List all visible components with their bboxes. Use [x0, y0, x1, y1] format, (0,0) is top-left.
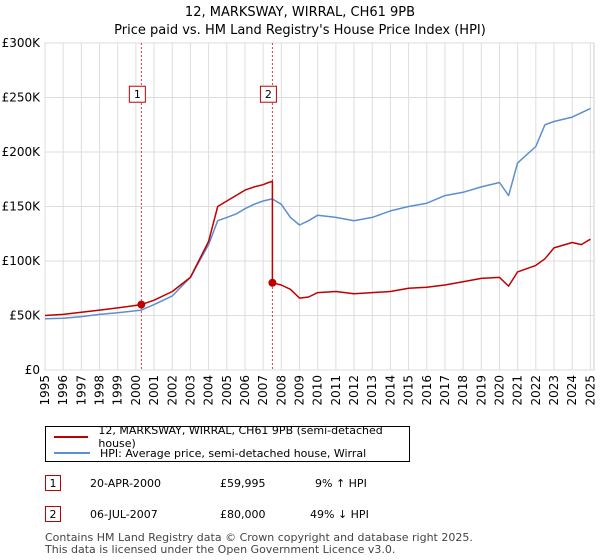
hpi-line	[44, 107, 591, 320]
x-tick-label: 1995	[38, 375, 52, 406]
price-paid-line	[44, 180, 591, 317]
y-tick-label: £100K	[2, 254, 42, 268]
hpi-line-swatch	[54, 452, 90, 454]
sale-badge-box	[259, 85, 277, 103]
x-tick-label: 2025	[583, 375, 597, 406]
y-tick-label: £300K	[2, 36, 42, 50]
footer-licence: This data is licensed under the Open Gov…	[45, 543, 396, 556]
sale-price-2: £80,000	[220, 508, 266, 521]
x-tick-label: 2008	[274, 375, 288, 406]
sale-badge-label: 2	[265, 88, 272, 101]
x-tick-label: 1997	[74, 375, 88, 406]
sale-date-2: 06-JUL-2007	[90, 508, 158, 521]
y-tick-label: £250K	[2, 91, 42, 105]
x-tick-label: 2024	[565, 375, 579, 406]
x-tick-label: 2001	[147, 375, 161, 406]
x-tick-label: 2012	[347, 375, 361, 406]
x-tick-label: 2011	[329, 375, 343, 406]
legend-item-price: 12, MARKSWAY, WIRRAL, CH61 9PB (semi-det…	[54, 424, 409, 450]
x-tick-label: 2010	[311, 375, 325, 406]
sale-point	[137, 300, 146, 309]
x-tick-label: 2005	[220, 375, 234, 406]
x-tick-label: 2020	[492, 375, 506, 406]
x-tick-label: 2018	[456, 375, 470, 406]
x-tick-label: 1999	[111, 375, 125, 406]
x-tick-label: 2022	[529, 375, 543, 406]
footer-copyright: Contains HM Land Registry data © Crown c…	[45, 531, 473, 544]
sale-badge-label: 1	[134, 88, 141, 101]
x-tick-label: 2002	[165, 375, 179, 406]
sale-badge-1: 1	[45, 475, 61, 491]
chart-subtitle: Price paid vs. HM Land Registry's House …	[114, 23, 486, 38]
sale-badge-box	[128, 85, 146, 103]
sale-price-1: £59,995	[220, 477, 266, 490]
x-tick-label: 1996	[56, 375, 70, 406]
x-tick-label: 2004	[202, 375, 216, 406]
x-tick-label: 2003	[183, 375, 197, 406]
price-chart: £0 £50K £100K £150K £200K £250K £300K 1995 1996 1…	[2, 36, 598, 406]
x-tick-label: 2006	[238, 375, 252, 406]
x-tick-label: 2017	[438, 375, 452, 406]
x-tick-label: 2021	[511, 375, 525, 406]
sale-point	[268, 278, 277, 287]
y-tick-label: £150K	[2, 200, 42, 214]
legend-label-hpi: HPI: Average price, semi-detached house,…	[100, 446, 367, 460]
y-tick-label: £200K	[2, 145, 42, 159]
sale-date-1: 20-APR-2000	[90, 477, 162, 490]
x-tick-label: 1998	[93, 375, 107, 406]
legend-label-price: 12, MARKSWAY, WIRRAL, CH61 9PB (semi-det…	[98, 424, 383, 450]
x-tick-label: 2007	[256, 375, 270, 406]
sale-badge-2: 2	[45, 506, 61, 522]
y-tick-label: £0	[25, 363, 40, 377]
sale-hpi-diff-1: 9% ↑ HPI	[315, 477, 367, 490]
x-tick-label: 2019	[474, 375, 488, 406]
sale-hpi-diff-2: 49% ↓ HPI	[310, 508, 369, 521]
x-tick-label: 2015	[402, 375, 416, 406]
legend-item-hpi: HPI: Average price, semi-detached house,…	[54, 445, 366, 461]
x-tick-label: 2009	[293, 375, 307, 406]
x-tick-label: 2000	[129, 375, 143, 406]
y-tick-label: £50K	[9, 309, 41, 323]
x-tick-label: 2014	[383, 375, 397, 406]
chart-title: 12, MARKSWAY, WIRRAL, CH61 9PB	[184, 5, 416, 20]
x-tick-label: 2023	[547, 375, 561, 406]
x-tick-label: 2016	[420, 375, 434, 406]
price-line-swatch	[54, 436, 89, 438]
legend: 12, MARKSWAY, WIRRAL, CH61 9PB (semi-det…	[45, 424, 410, 462]
x-tick-label: 2013	[365, 375, 379, 406]
